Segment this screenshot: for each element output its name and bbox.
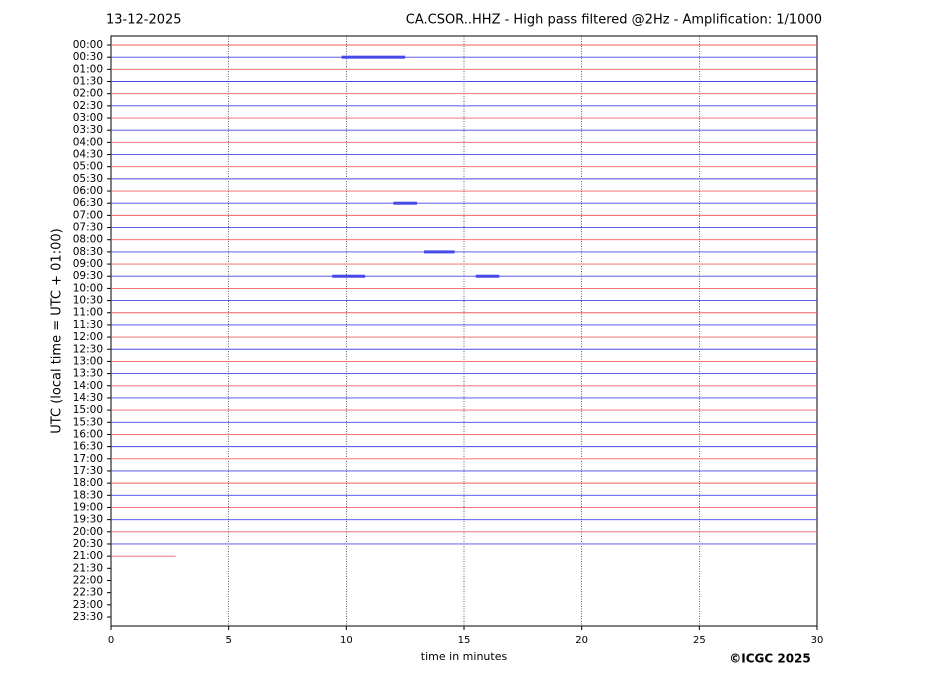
y-tick-label: 12:00 [73,331,103,343]
y-tick-label: 14:00 [73,380,103,392]
y-tick-label: 22:00 [73,574,103,586]
y-tick-label: 23:30 [73,611,103,623]
burst [423,250,455,254]
y-tick-label: 06:00 [73,185,103,197]
y-tick-label: 06:30 [73,197,103,209]
y-tick-label: 05:00 [73,161,103,173]
y-tick-label: 04:00 [73,136,103,148]
y-tick-label: 17:30 [73,465,103,477]
y-tick-label: 12:30 [73,343,103,355]
x-tick-label: 20 [575,635,588,646]
y-tick-label: 18:30 [73,489,103,501]
y-tick-label: 15:30 [73,416,103,428]
y-tick-label: 09:00 [73,258,103,270]
y-tick-label: 05:30 [73,173,103,185]
y-tick-label: 22:30 [73,587,103,599]
y-tick-label: 23:00 [73,599,103,611]
y-tick-label: 21:00 [73,550,103,562]
y-tick-label: 10:00 [73,282,103,294]
y-tick-label: 13:00 [73,355,103,367]
y-tick-label: 20:00 [73,526,103,538]
y-axis-label: UTC (local time = UTC + 01:00) [50,228,65,433]
x-tick-label: 0 [108,635,114,646]
y-tick-label: 13:30 [73,368,103,380]
y-tick-label: 07:00 [73,209,103,221]
y-tick-label: 16:00 [73,428,103,440]
y-tick-label: 03:00 [73,112,103,124]
x-tick-label: 25 [693,635,706,646]
chart-title: CA.CSOR..HHZ - High pass filtered @2Hz -… [406,13,822,28]
y-tick-label: 04:30 [73,149,103,161]
y-tick-label: 16:30 [73,441,103,453]
x-axis-label: time in minutes [421,650,508,663]
y-tick-label: 02:30 [73,100,103,112]
credit: ©ICGC 2025 [729,652,811,666]
y-tick-label: 08:00 [73,234,103,246]
y-tick-label: 17:00 [73,453,103,465]
y-tick-label: 07:30 [73,222,103,234]
y-tick-label: 18:00 [73,477,103,489]
burst [475,274,500,278]
y-tick-label: 00:30 [73,51,103,63]
y-tick-label: 15:00 [73,404,103,416]
burst [332,274,366,278]
x-tick-label: 5 [225,635,231,646]
y-tick-label: 19:00 [73,501,103,513]
y-tick-label: 11:30 [73,319,103,331]
y-tick-label: 03:30 [73,124,103,136]
y-tick-label: 09:30 [73,270,103,282]
burst [393,201,417,205]
y-tick-label: 01:30 [73,76,103,88]
y-tick-label: 02:00 [73,88,103,100]
x-tick-label: 10 [340,635,353,646]
y-tick-label: 20:30 [73,538,103,550]
x-tick-label: 15 [458,635,471,646]
y-tick-label: 11:00 [73,307,103,319]
y-tick-label: 08:30 [73,246,103,258]
y-tick-label: 01:00 [73,63,103,75]
y-tick-label: 00:00 [73,39,103,51]
y-tick-label: 19:30 [73,514,103,526]
y-tick-label: 21:30 [73,562,103,574]
date: 13-12-2025 [106,13,182,28]
x-tick-label: 30 [811,635,824,646]
burst [341,55,406,59]
y-tick-label: 14:30 [73,392,103,404]
y-tick-label: 10:30 [73,295,103,307]
